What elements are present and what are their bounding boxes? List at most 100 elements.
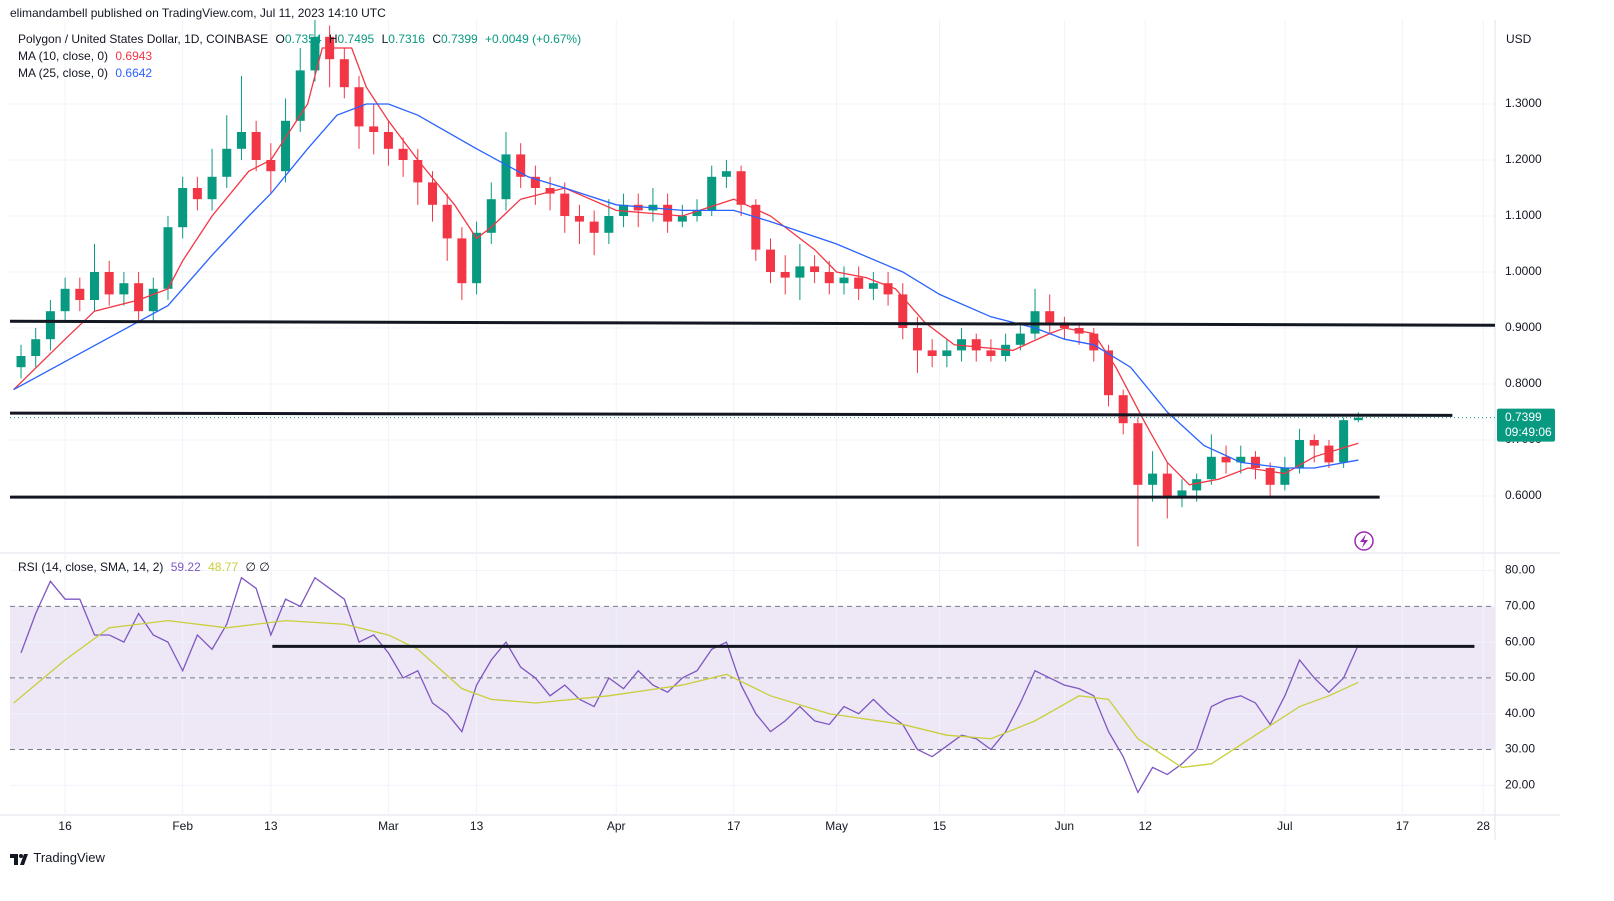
candle-body	[457, 238, 467, 284]
x-tick-label: Jun	[1055, 819, 1074, 833]
candle-body	[90, 272, 100, 300]
candle-body	[957, 339, 967, 351]
y-tick-label: 40.00	[1505, 706, 1535, 720]
y-tick-label: 60.00	[1505, 634, 1535, 648]
ohlc-open: O0.7354	[275, 32, 321, 46]
candle-body	[721, 171, 731, 177]
candle-body	[589, 221, 599, 233]
candle-body	[31, 339, 41, 356]
candle-body	[883, 283, 893, 295]
candle-body	[148, 288, 158, 312]
candle-body	[854, 277, 864, 289]
legend-value: 0.6642	[115, 66, 153, 80]
candle-body	[413, 160, 423, 183]
y-tick-label: 30.00	[1505, 742, 1535, 756]
candle-body	[1192, 479, 1202, 491]
y-tick-label: 1.3000	[1505, 96, 1542, 110]
candle-body	[927, 350, 937, 356]
candle-body	[560, 193, 570, 216]
legend-entry: MA (10, close, 0)	[18, 49, 109, 63]
legend-extra: ∅ ∅	[245, 560, 270, 574]
ohlc-letter: C	[432, 32, 441, 46]
candle-body	[677, 216, 687, 222]
y-tick-label: 1.2000	[1505, 152, 1542, 166]
candle-body	[795, 266, 805, 278]
alert-icon-bolt	[1360, 534, 1368, 548]
candle-body	[178, 188, 188, 228]
x-tick-label: Apr	[607, 819, 626, 833]
x-tick-label: May	[825, 819, 848, 833]
alert-icon	[1354, 531, 1374, 551]
candle-body	[604, 216, 614, 233]
change-label: +0.0049 (+0.67%)	[485, 32, 582, 46]
y-tick-label: 1.0000	[1505, 264, 1542, 278]
candle-body	[119, 283, 129, 295]
series-line	[13, 103, 1359, 469]
candle-body	[986, 350, 996, 356]
candle-body	[222, 148, 232, 177]
symbol-title: Polygon / United States Dollar, 1D, COIN…	[18, 32, 269, 46]
candle-body	[134, 283, 144, 312]
candle-body	[1353, 417, 1363, 421]
ohlc-value: 0.7316	[388, 32, 425, 46]
candle-body	[1177, 490, 1187, 496]
candle-body	[810, 266, 820, 272]
candle-body	[1265, 468, 1275, 485]
candle-body	[574, 216, 584, 222]
y-tick-label: 0.8000	[1505, 376, 1542, 390]
candle-body	[545, 188, 555, 194]
ohlc-low: L0.7316	[382, 32, 425, 46]
candle-body	[1089, 333, 1099, 351]
countdown-label: 09:49:06	[1505, 425, 1552, 439]
candle-body	[1045, 311, 1055, 323]
x-tick-label: 13	[264, 819, 278, 833]
candle-body	[310, 36, 320, 71]
y-tick-label: 50.00	[1505, 670, 1535, 684]
x-tick-label: 16	[58, 819, 72, 833]
candle-body	[1162, 473, 1172, 496]
candle-body	[398, 148, 408, 160]
candle-body	[1250, 456, 1260, 468]
rsi-legend: RSI (14, close, SMA, 14, 2) 59.22 48.77 …	[18, 559, 274, 576]
candle-body	[60, 288, 70, 312]
ohlc-value: 0.7354	[284, 32, 322, 46]
candle-body	[1280, 468, 1290, 485]
ohlc-high: H0.7495	[329, 32, 374, 46]
candle-body	[1339, 420, 1349, 463]
candle-body	[1295, 440, 1305, 468]
series-line	[13, 47, 1359, 486]
y-tick-label: 70.00	[1505, 599, 1535, 613]
ohlc-close: C0.7399	[432, 32, 477, 46]
y-tick-label: 20.00	[1505, 777, 1535, 791]
candle-body	[104, 272, 114, 295]
last-price-label: 0.7399	[1505, 410, 1542, 424]
legend-value: 48.77	[208, 560, 239, 574]
y-tick-label: 80.00	[1505, 563, 1535, 577]
candle-body	[192, 188, 202, 200]
x-tick-label: 13	[470, 819, 484, 833]
candle-body	[163, 227, 173, 289]
candle-body	[75, 288, 85, 300]
candle-body	[766, 249, 776, 272]
candle-body	[868, 283, 878, 289]
publish-note: elimandambell published on TradingView.c…	[10, 6, 386, 20]
x-tick-label: 17	[727, 819, 741, 833]
candle-body	[339, 59, 349, 88]
candle-body	[751, 204, 761, 250]
series-line	[20, 576, 1359, 794]
currency-label: USD	[1506, 32, 1532, 46]
candle-body	[1118, 395, 1128, 424]
x-tick-label: 28	[1477, 819, 1491, 833]
candle-body	[942, 350, 952, 356]
candle-body	[1133, 423, 1143, 485]
series-line	[13, 619, 1359, 769]
candle-body	[530, 176, 540, 188]
candle-body	[281, 120, 291, 172]
candle-body	[1309, 440, 1319, 446]
candle-body	[486, 199, 496, 233]
candle-body	[236, 132, 246, 149]
ohlc-letter: H	[328, 32, 338, 46]
candle-body	[707, 176, 717, 211]
x-tick-label: 17	[1396, 819, 1410, 833]
